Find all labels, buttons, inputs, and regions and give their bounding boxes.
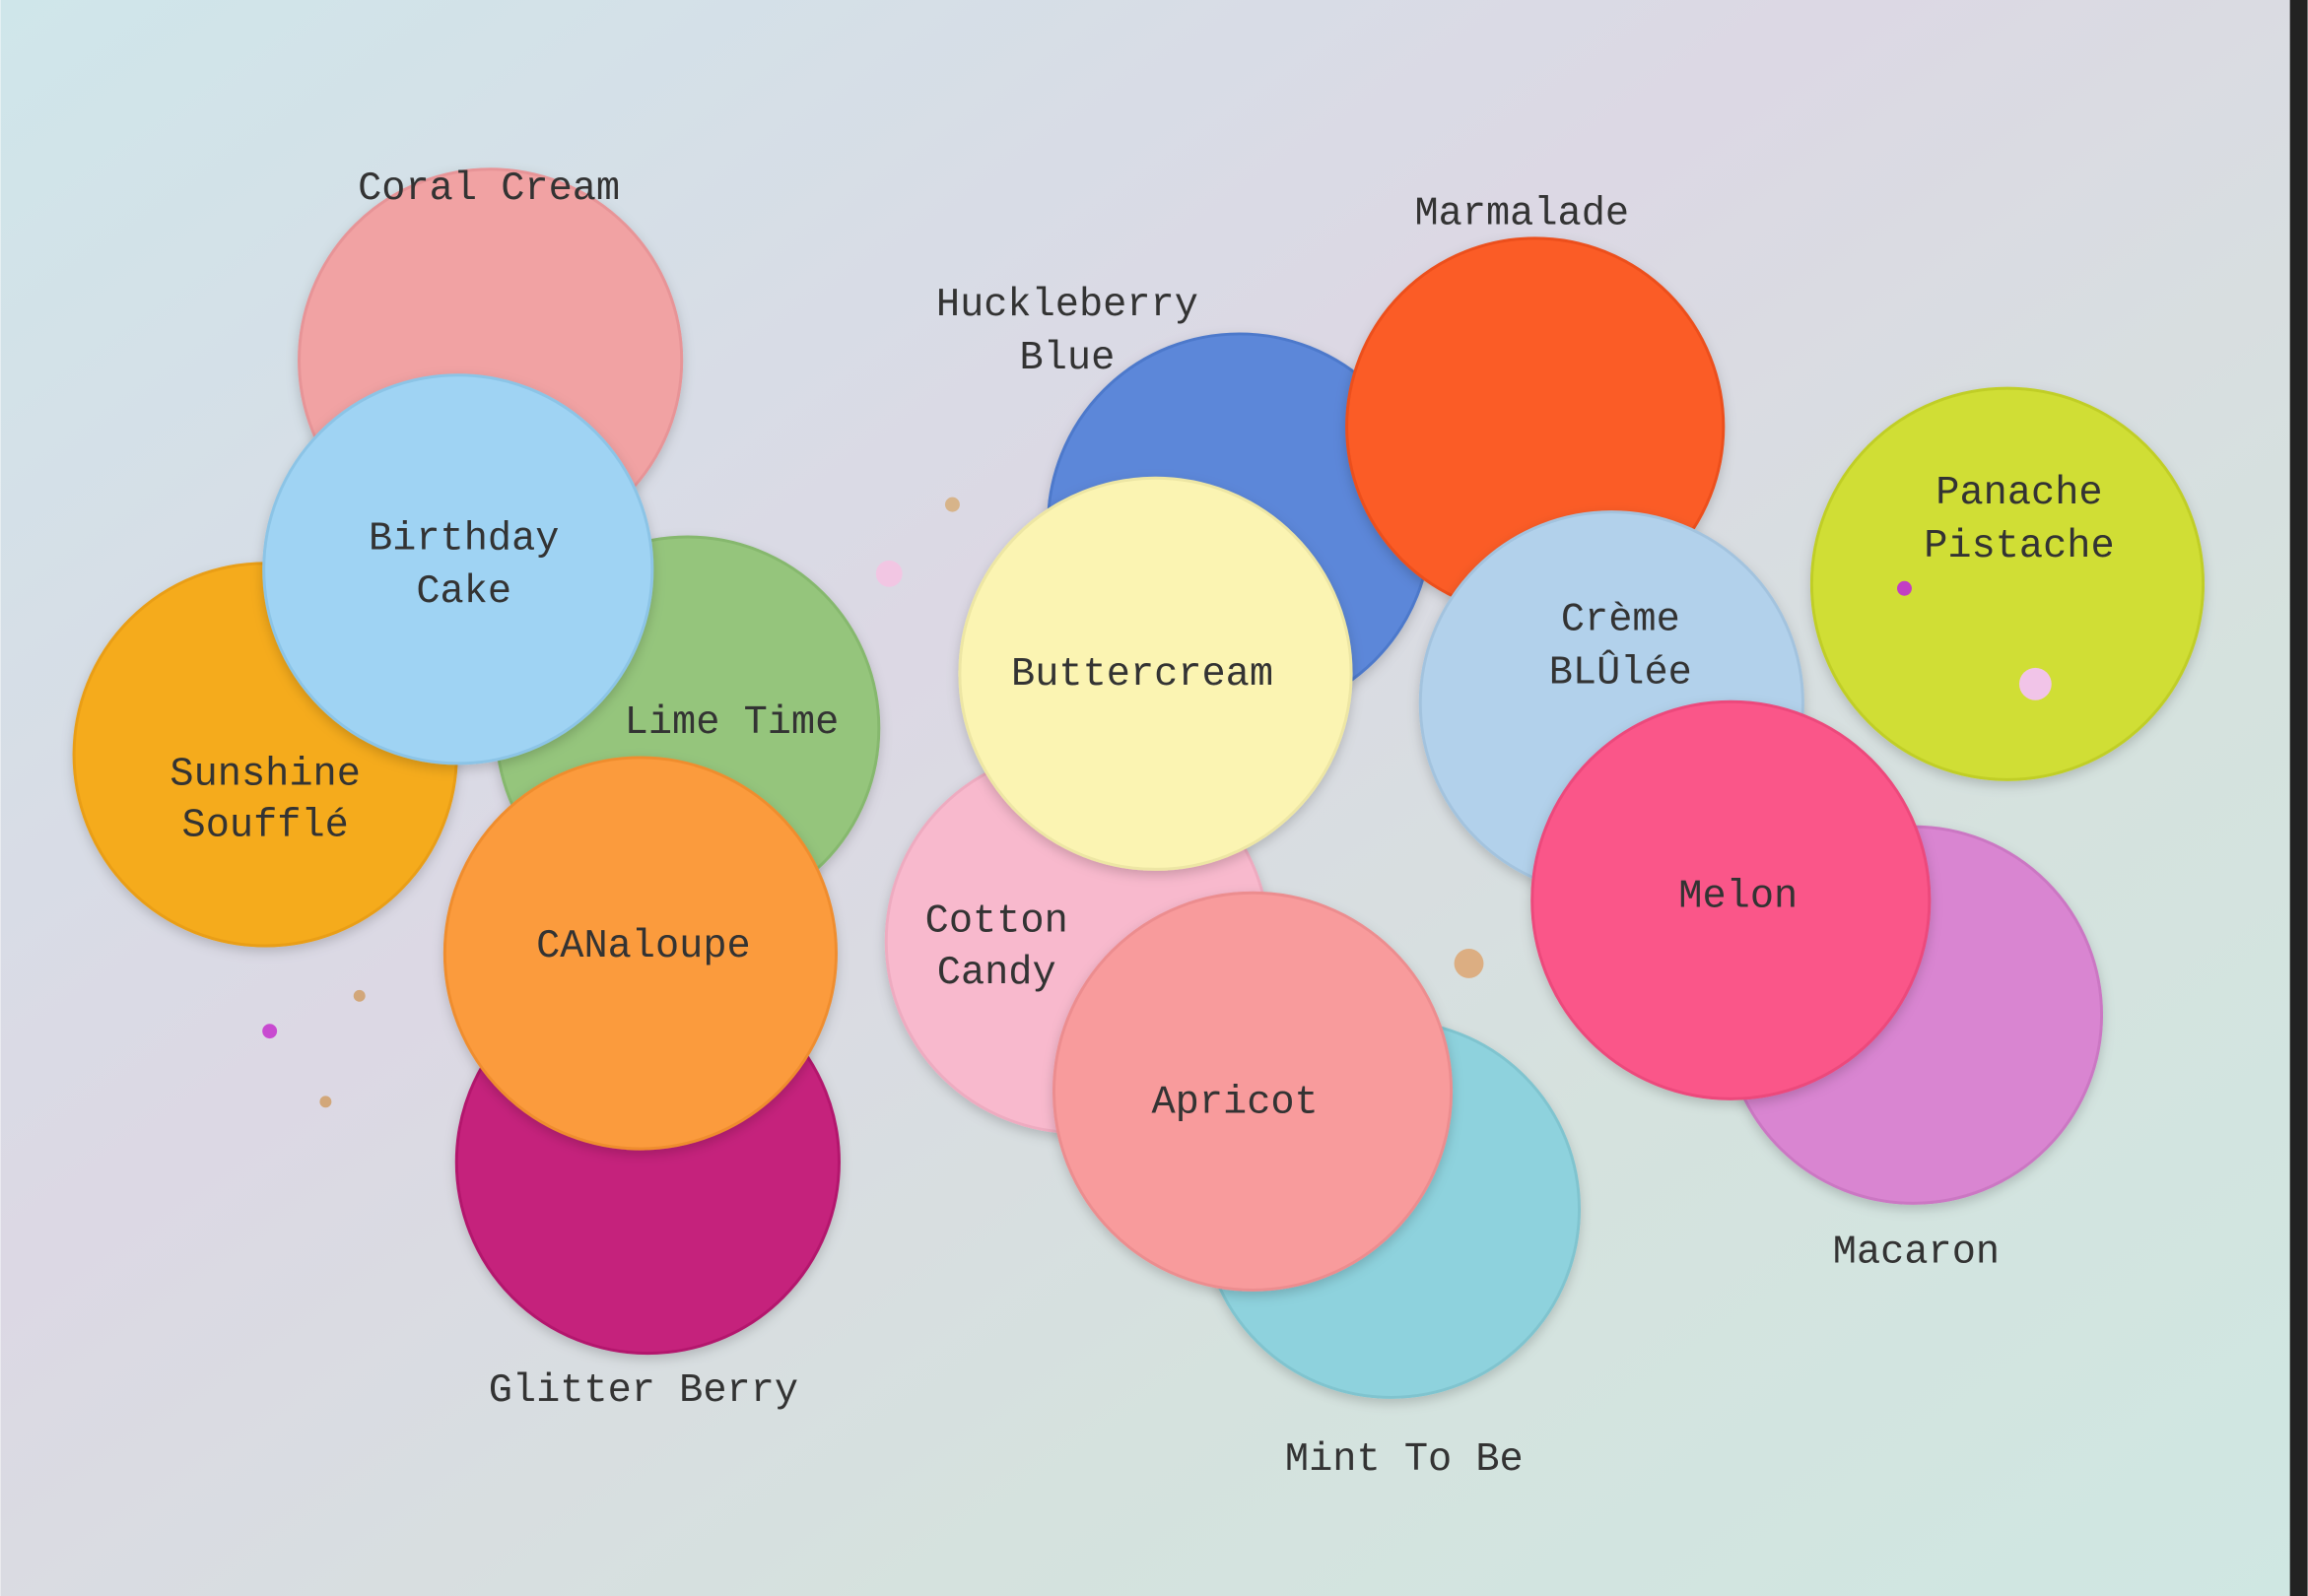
label: Lime Time	[625, 700, 840, 746]
label-line: Pistache	[1924, 524, 2114, 569]
label-line: Cake	[416, 569, 511, 615]
label-line: Mint To Be	[1285, 1437, 1524, 1483]
label-line: Macaron	[1833, 1230, 2000, 1275]
label-line: Birthday	[369, 516, 559, 562]
label: Coral Cream	[358, 166, 620, 212]
edge	[2289, 0, 2308, 1596]
pearl	[944, 497, 960, 512]
label: Birthday Cake	[369, 516, 559, 615]
plate	[262, 373, 654, 765]
label: Apricot	[1151, 1080, 1318, 1125]
pearl	[875, 560, 903, 587]
label-line: Lime Time	[625, 700, 840, 746]
label-line: Cotton	[925, 898, 1068, 944]
label-line: Soufflé	[182, 803, 349, 848]
label-line: Blue	[1020, 335, 1116, 380]
label: Glitter Berry	[489, 1368, 798, 1414]
label-line: Marmalade	[1414, 191, 1629, 236]
label-line: Melon	[1678, 874, 1798, 919]
plate	[1809, 386, 2206, 781]
pearl	[319, 1096, 332, 1108]
pearl	[262, 1024, 278, 1039]
label: Buttercream	[1011, 651, 1273, 697]
label-line: Apricot	[1151, 1080, 1318, 1125]
label-line: Huckleberry	[936, 283, 1198, 328]
label-line: Glitter Berry	[489, 1368, 798, 1414]
label-line: Buttercream	[1011, 651, 1273, 697]
label: Crème BLÛlée	[1549, 597, 1692, 696]
label: Marmalade	[1414, 191, 1629, 236]
label-line: Candy	[937, 951, 1056, 996]
label-line: Panache	[1935, 471, 2102, 516]
label: Huckleberry Blue	[936, 283, 1198, 381]
label: Panache Pistache	[1924, 471, 2114, 569]
label-line: Sunshine	[170, 752, 360, 797]
label: Sunshine Soufflé	[170, 752, 360, 848]
label-line: BLÛlée	[1549, 648, 1692, 696]
pearl	[1897, 580, 1912, 596]
label: Mint To Be	[1285, 1437, 1524, 1483]
label-line: CANaloupe	[536, 924, 751, 969]
plate	[442, 756, 838, 1151]
plate	[958, 476, 1353, 871]
pearl	[353, 989, 366, 1002]
plate	[1530, 699, 1932, 1100]
pearl	[2018, 667, 2052, 700]
pearl	[1454, 949, 1484, 978]
plate	[1052, 891, 1454, 1292]
label-line: Crème	[1561, 597, 1680, 642]
label-line: Coral Cream	[358, 166, 620, 212]
label: CANaloupe	[536, 924, 751, 969]
label: Melon	[1678, 874, 1798, 919]
label: Cotton Candy	[925, 898, 1068, 995]
label: Macaron	[1833, 1230, 2000, 1275]
